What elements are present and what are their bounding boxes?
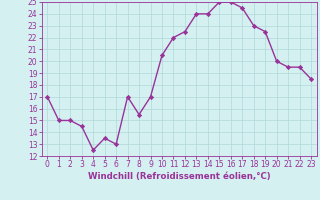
X-axis label: Windchill (Refroidissement éolien,°C): Windchill (Refroidissement éolien,°C) <box>88 172 270 181</box>
